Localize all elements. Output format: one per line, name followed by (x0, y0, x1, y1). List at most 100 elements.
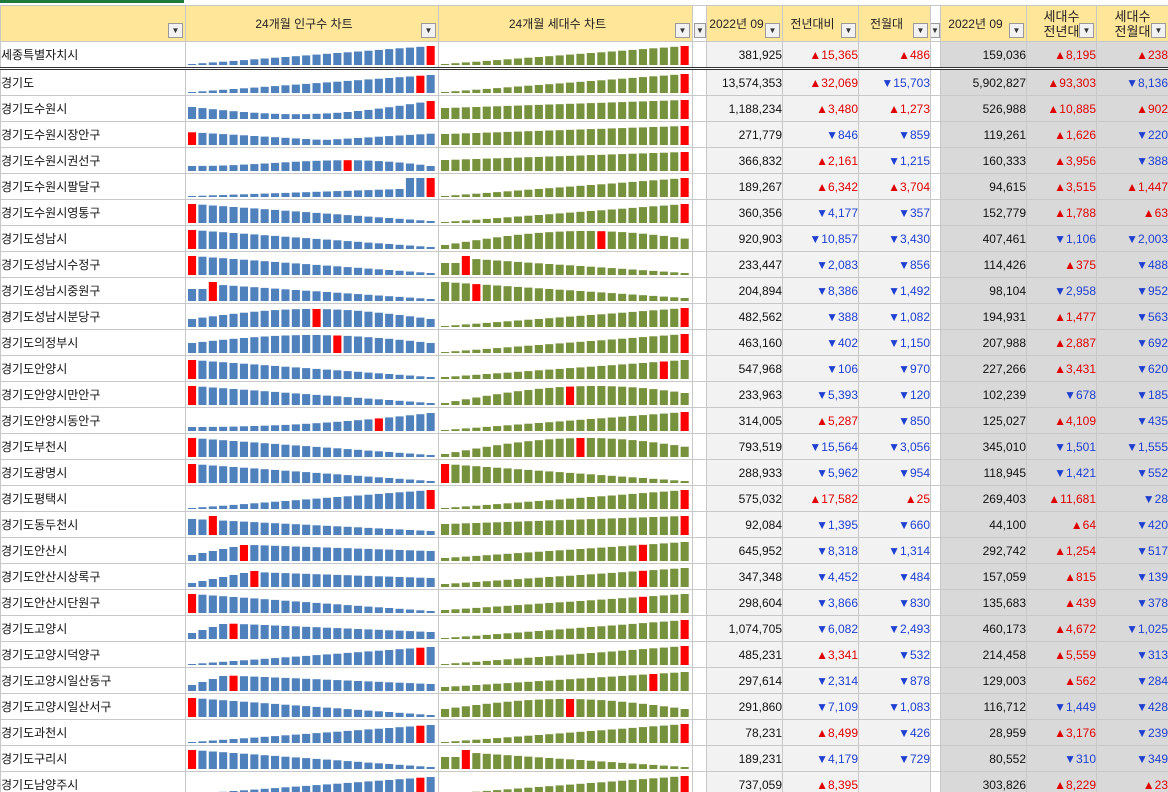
pop-cell[interactable]: 288,933 (706, 459, 783, 486)
hh-mom-cell[interactable]: ▲902 (1096, 95, 1168, 122)
pop-yoy-cell[interactable]: ▼4,452 (782, 563, 859, 590)
pop-cell[interactable]: 381,925 (706, 41, 783, 70)
pop-yoy-cell[interactable]: ▲15,365 (782, 41, 859, 70)
pop-yoy-cell[interactable]: ▲8,499 (782, 719, 859, 746)
pop-mom-cell[interactable]: ▼3,056 (858, 433, 931, 460)
hh-mom-cell[interactable]: ▼2,003 (1096, 225, 1168, 252)
hh-sparkline-cell[interactable] (438, 641, 693, 668)
pop-cell[interactable]: 291,860 (706, 693, 783, 720)
region-name-cell[interactable]: 경기도구리시 (0, 745, 186, 772)
hh-sparkline-cell[interactable] (438, 199, 693, 226)
pop-cell[interactable]: 485,231 (706, 641, 783, 668)
hh-cell[interactable]: 157,059 (940, 563, 1027, 590)
hh-cell[interactable]: 345,010 (940, 433, 1027, 460)
hh-sparkline-cell[interactable] (438, 537, 693, 564)
hh-mom-cell[interactable]: ▼239 (1096, 719, 1168, 746)
pop-mom-cell[interactable]: ▼120 (858, 381, 931, 408)
hh-yoy-cell[interactable]: ▲375 (1026, 251, 1097, 278)
filter-dropdown-icon[interactable]: ▼ (694, 23, 706, 38)
filter-dropdown-icon[interactable]: ▼ (1079, 23, 1094, 38)
hh-yoy-cell[interactable]: ▲562 (1026, 667, 1097, 694)
hh-yoy-cell[interactable]: ▼1,106 (1026, 225, 1097, 252)
table-row[interactable]: 경기도과천시 78,231 ▲8,499 ▼426 28,959 ▲3,176 ▼239 (0, 719, 1168, 746)
hh-yoy-cell[interactable]: ▲1,254 (1026, 537, 1097, 564)
pop-cell[interactable]: 92,084 (706, 511, 783, 538)
hh-sparkline-cell[interactable] (438, 68, 693, 96)
hh-sparkline-cell[interactable] (438, 251, 693, 278)
hh-cell[interactable]: 292,742 (940, 537, 1027, 564)
hh-mom-cell[interactable]: ▲238 (1096, 41, 1168, 70)
hh-cell[interactable]: 5,902,827 (940, 68, 1027, 96)
pop-mom-cell[interactable]: ▼856 (858, 251, 931, 278)
table-row[interactable]: 경기도평택시 575,032 ▲17,582 ▲25 269,403 ▲11,681 ▼28 (0, 485, 1168, 512)
pop-cell[interactable]: 1,188,234 (706, 95, 783, 122)
pop-cell[interactable]: 297,614 (706, 667, 783, 694)
pop-cell[interactable]: 233,447 (706, 251, 783, 278)
table-row[interactable]: 경기도동두천시 92,084 ▼1,395 ▼660 44,100 ▲64 ▼420 (0, 511, 1168, 538)
hh-yoy-cell[interactable]: ▼678 (1026, 381, 1097, 408)
hh-sparkline-cell[interactable] (438, 147, 693, 174)
hh-cell[interactable]: 125,027 (940, 407, 1027, 434)
region-name-cell[interactable]: 경기도안양시동안구 (0, 407, 186, 434)
table-row[interactable]: 경기도안양시동안구 314,005 ▲5,287 ▼850 125,027 ▲4,109 ▼… (0, 407, 1168, 434)
table-row[interactable]: 경기도안산시단원구 298,604 ▼3,866 ▼830 135,683 ▲439 ▼37… (0, 589, 1168, 616)
hh-sparkline-cell[interactable] (438, 459, 693, 486)
hh-sparkline-cell[interactable] (438, 589, 693, 616)
pop-sparkline-cell[interactable] (185, 589, 439, 616)
pop-cell[interactable]: 793,519 (706, 433, 783, 460)
hh-yoy-cell[interactable]: ▲439 (1026, 589, 1097, 616)
region-name-cell[interactable]: 경기도광명시 (0, 459, 186, 486)
table-row[interactable]: 경기도수원시팔달구 189,267 ▲6,342 ▲3,704 94,615 ▲3,515… (0, 173, 1168, 200)
pop-mom-cell[interactable]: ▼850 (858, 407, 931, 434)
hh-yoy-cell[interactable]: ▲8,229 (1026, 771, 1097, 792)
pop-cell[interactable]: 189,231 (706, 745, 783, 772)
pop-sparkline-cell[interactable] (185, 121, 439, 148)
hh-cell[interactable]: 227,266 (940, 355, 1027, 382)
pop-cell[interactable]: 737,059 (706, 771, 783, 792)
table-row[interactable]: 경기도수원시장안구 271,779 ▼846 ▼859 119,261 ▲1,626 ▼22… (0, 121, 1168, 148)
table-row[interactable]: 경기도안산시 645,952 ▼8,318 ▼1,314 292,742 ▲1,254 ▼5… (0, 537, 1168, 564)
pop-sparkline-cell[interactable] (185, 459, 439, 486)
pop-mom-cell[interactable]: ▲3,704 (858, 173, 931, 200)
hh-mom-cell[interactable]: ▼28 (1096, 485, 1168, 512)
table-row[interactable]: 경기도고양시 1,074,705 ▼6,082 ▼2,493 460,173 ▲4,672… (0, 615, 1168, 642)
hh-cell[interactable]: 214,458 (940, 641, 1027, 668)
pop-yoy-cell[interactable]: ▼8,386 (782, 277, 859, 304)
hh-mom-cell[interactable]: ▼563 (1096, 303, 1168, 330)
region-name-cell[interactable]: 경기도성남시중원구 (0, 277, 186, 304)
pop-sparkline-cell[interactable] (185, 433, 439, 460)
region-name-cell[interactable]: 경기도의정부시 (0, 329, 186, 356)
pop-yoy-cell[interactable]: ▼402 (782, 329, 859, 356)
region-name-cell[interactable]: 경기도 (0, 68, 186, 96)
hh-sparkline-cell[interactable] (438, 485, 693, 512)
hh-yoy-cell[interactable]: ▲11,681 (1026, 485, 1097, 512)
pop-sparkline-cell[interactable] (185, 511, 439, 538)
pop-yoy-cell[interactable]: ▼4,179 (782, 745, 859, 772)
pop-cell[interactable]: 920,903 (706, 225, 783, 252)
pop-mom-cell[interactable]: ▼830 (858, 589, 931, 616)
hh-yoy-cell[interactable]: ▲5,559 (1026, 641, 1097, 668)
pop-yoy-cell[interactable]: ▼2,314 (782, 667, 859, 694)
hh-cell[interactable]: 159,036 (940, 41, 1027, 70)
hh-mom-cell[interactable]: ▼1,025 (1096, 615, 1168, 642)
pop-yoy-cell[interactable]: ▲3,341 (782, 641, 859, 668)
hh-sparkline-cell[interactable] (438, 381, 693, 408)
pop-mom-cell[interactable]: ▼970 (858, 355, 931, 382)
pop-mom-cell[interactable]: ▼729 (858, 745, 931, 772)
hh-yoy-cell[interactable]: ▼310 (1026, 745, 1097, 772)
pop-yoy-cell[interactable]: ▼15,564 (782, 433, 859, 460)
table-row[interactable]: 경기도안산시상록구 347,348 ▼4,452 ▼484 157,059 ▲815 ▼13… (0, 563, 1168, 590)
hh-sparkline-cell[interactable] (438, 225, 693, 252)
region-name-cell[interactable]: 경기도동두천시 (0, 511, 186, 538)
pop-yoy-cell[interactable]: ▼106 (782, 355, 859, 382)
region-name-cell[interactable]: 경기도남양주시 (0, 771, 186, 792)
table-row[interactable]: 경기도성남시 920,903 ▼10,857 ▼3,430 407,461 ▼1,106 ▼… (0, 225, 1168, 252)
hh-yoy-cell[interactable]: ▲8,195 (1026, 41, 1097, 70)
table-row[interactable]: 경기도수원시권선구 366,832 ▲2,161 ▼1,215 160,333 ▲3,95… (0, 147, 1168, 174)
region-name-cell[interactable]: 경기도고양시일산동구 (0, 667, 186, 694)
hh-cell[interactable]: 102,239 (940, 381, 1027, 408)
table-row[interactable]: 경기도의정부시 463,160 ▼402 ▼1,150 207,988 ▲2,887 ▼69… (0, 329, 1168, 356)
table-row[interactable]: 경기도부천시 793,519 ▼15,564 ▼3,056 345,010 ▼1,501 ▼… (0, 433, 1168, 460)
filter-dropdown-icon[interactable]: ▼ (168, 23, 183, 38)
pop-sparkline-cell[interactable] (185, 303, 439, 330)
